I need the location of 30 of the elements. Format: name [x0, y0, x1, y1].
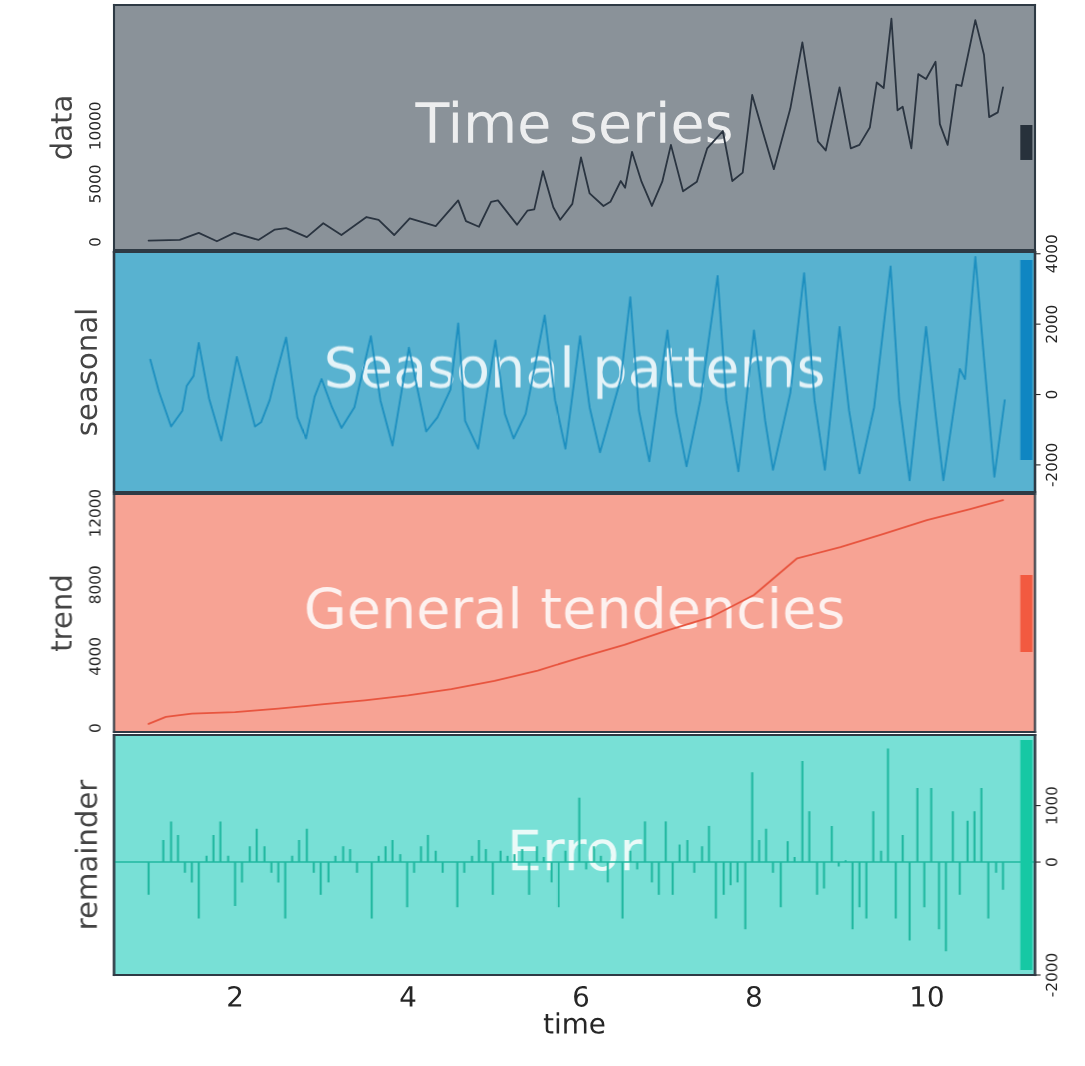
x-tick-label: 10 — [912, 985, 943, 1007]
y2-tick-label: -2000 — [1045, 443, 1058, 487]
x-tick-label: 2 — [228, 985, 242, 1007]
y-tick-label: 8000 — [89, 566, 101, 604]
y-tick-label: 4000 — [89, 638, 101, 676]
y-tick-label: 0 — [89, 238, 101, 246]
line-series — [147, 17, 1004, 243]
y-tick-label: 12000 — [89, 489, 101, 536]
annotation: Seasonal patterns — [327, 345, 823, 399]
y-tick-label: 5000 — [89, 165, 101, 203]
y2-tick-label: 0 — [1045, 858, 1058, 866]
x-tick-label: 4 — [400, 986, 416, 1007]
y2-tick-label: 4000 — [1045, 235, 1058, 273]
y-axis-title: data — [49, 97, 73, 159]
y-axis-title: remainder — [74, 779, 98, 928]
x-tick-label: 6 — [574, 985, 589, 1007]
y2-tick-label: 0 — [1045, 390, 1058, 399]
y-axis-title: trend — [49, 576, 73, 652]
y-tick-label: 0 — [89, 724, 101, 732]
line-series — [149, 256, 1006, 482]
y-tick-label: 10000 — [89, 102, 101, 149]
line-series — [147, 499, 1004, 725]
x-axis-title: time — [543, 1012, 605, 1034]
x-tick-label: 8 — [746, 985, 761, 1007]
bar — [1020, 740, 1033, 970]
y-axis-title: seasonal — [74, 310, 98, 435]
annotation: Time series — [415, 100, 731, 144]
y2-tick-label: 1000 — [1045, 787, 1058, 824]
y2-tick-label: -2000 — [1045, 953, 1058, 997]
y2-tick-label: 2000 — [1045, 305, 1058, 343]
